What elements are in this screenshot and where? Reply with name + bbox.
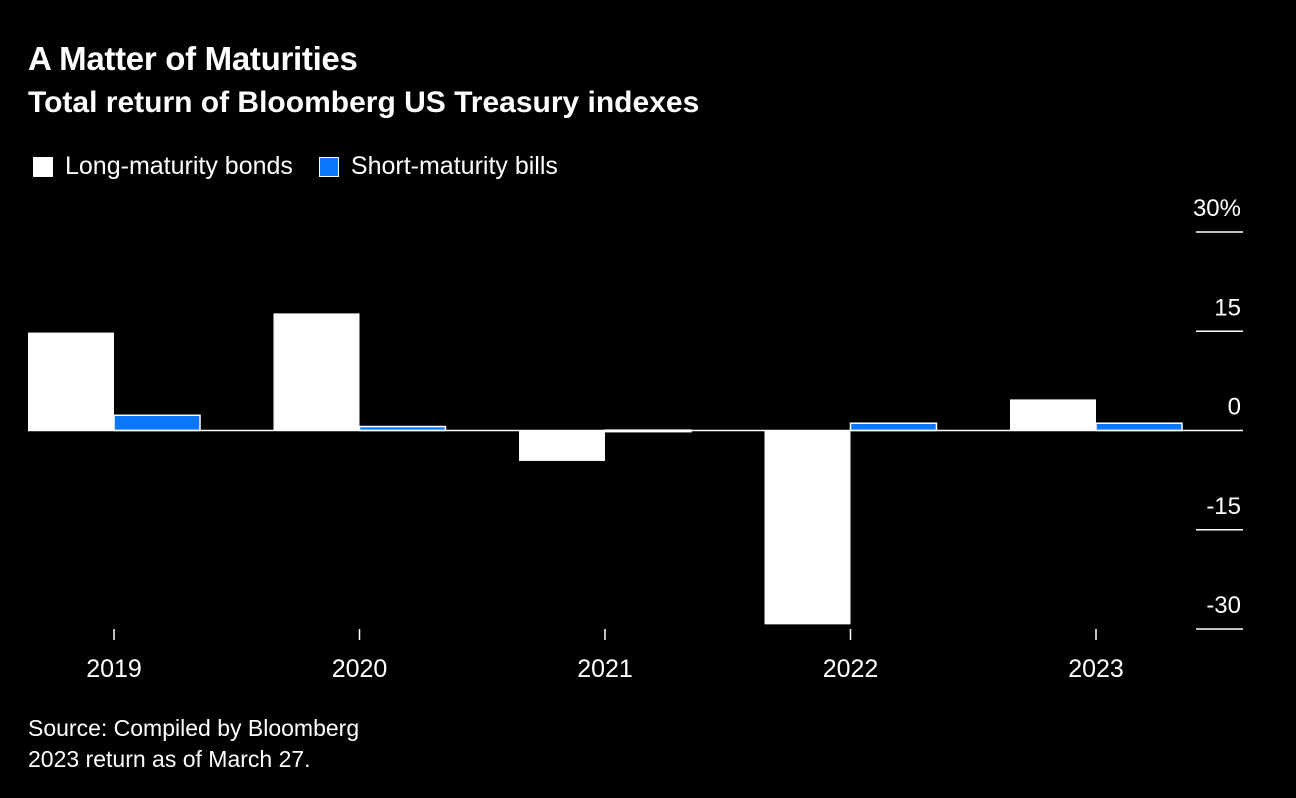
y-tick-label-1: 15 (1214, 294, 1241, 321)
bar-long-maturity-bonds-2022 (764, 430, 851, 625)
y-tick-label-3: -15 (1206, 493, 1241, 520)
bar-short-maturity-bills-2023 (1095, 422, 1183, 432)
y-tick-label-0: 30% (1193, 195, 1241, 222)
bar-long-maturity-bonds-2019 (28, 332, 114, 431)
legend: Long-maturity bonds Short-maturity bills (33, 152, 584, 181)
chart-title: A Matter of Maturities (28, 40, 358, 77)
x-tick-label-2020: 2020 (332, 655, 388, 683)
x-tick-label-2023: 2023 (1068, 655, 1124, 683)
bar-short-maturity-bills-2022 (849, 422, 938, 432)
y-tick-label-4: -30 (1206, 592, 1241, 619)
bar-long-maturity-bonds-2020 (273, 313, 360, 431)
x-tick-label-2022: 2022 (823, 655, 879, 683)
legend-label-long-bonds: Long-maturity bonds (65, 152, 293, 180)
bar-long-maturity-bonds-2021 (519, 430, 605, 461)
legend-item-long-bonds: Long-maturity bonds (33, 152, 293, 181)
bar-long-maturity-bonds-2023 (1010, 399, 1096, 431)
date-note: 2023 return as of March 27. (28, 746, 311, 772)
chart-subtitle: Total return of Bloomberg US Treasury in… (28, 86, 700, 119)
y-tick-label-2: 0 (1228, 394, 1241, 421)
x-tick-label-2019: 2019 (86, 655, 142, 683)
source-note: Source: Compiled by Bloomberg (28, 715, 360, 741)
legend-swatch-long-bonds (33, 156, 53, 177)
legend-item-short-bills: Short-maturity bills (318, 152, 558, 181)
legend-label-short-bills: Short-maturity bills (350, 152, 558, 180)
legend-swatch-short-bills (318, 156, 339, 177)
x-tick-label-2021: 2021 (577, 655, 633, 683)
footer-notes: Source: Compiled by Bloomberg 2023 retur… (28, 713, 359, 775)
bar-short-maturity-bills-2019 (113, 414, 201, 432)
